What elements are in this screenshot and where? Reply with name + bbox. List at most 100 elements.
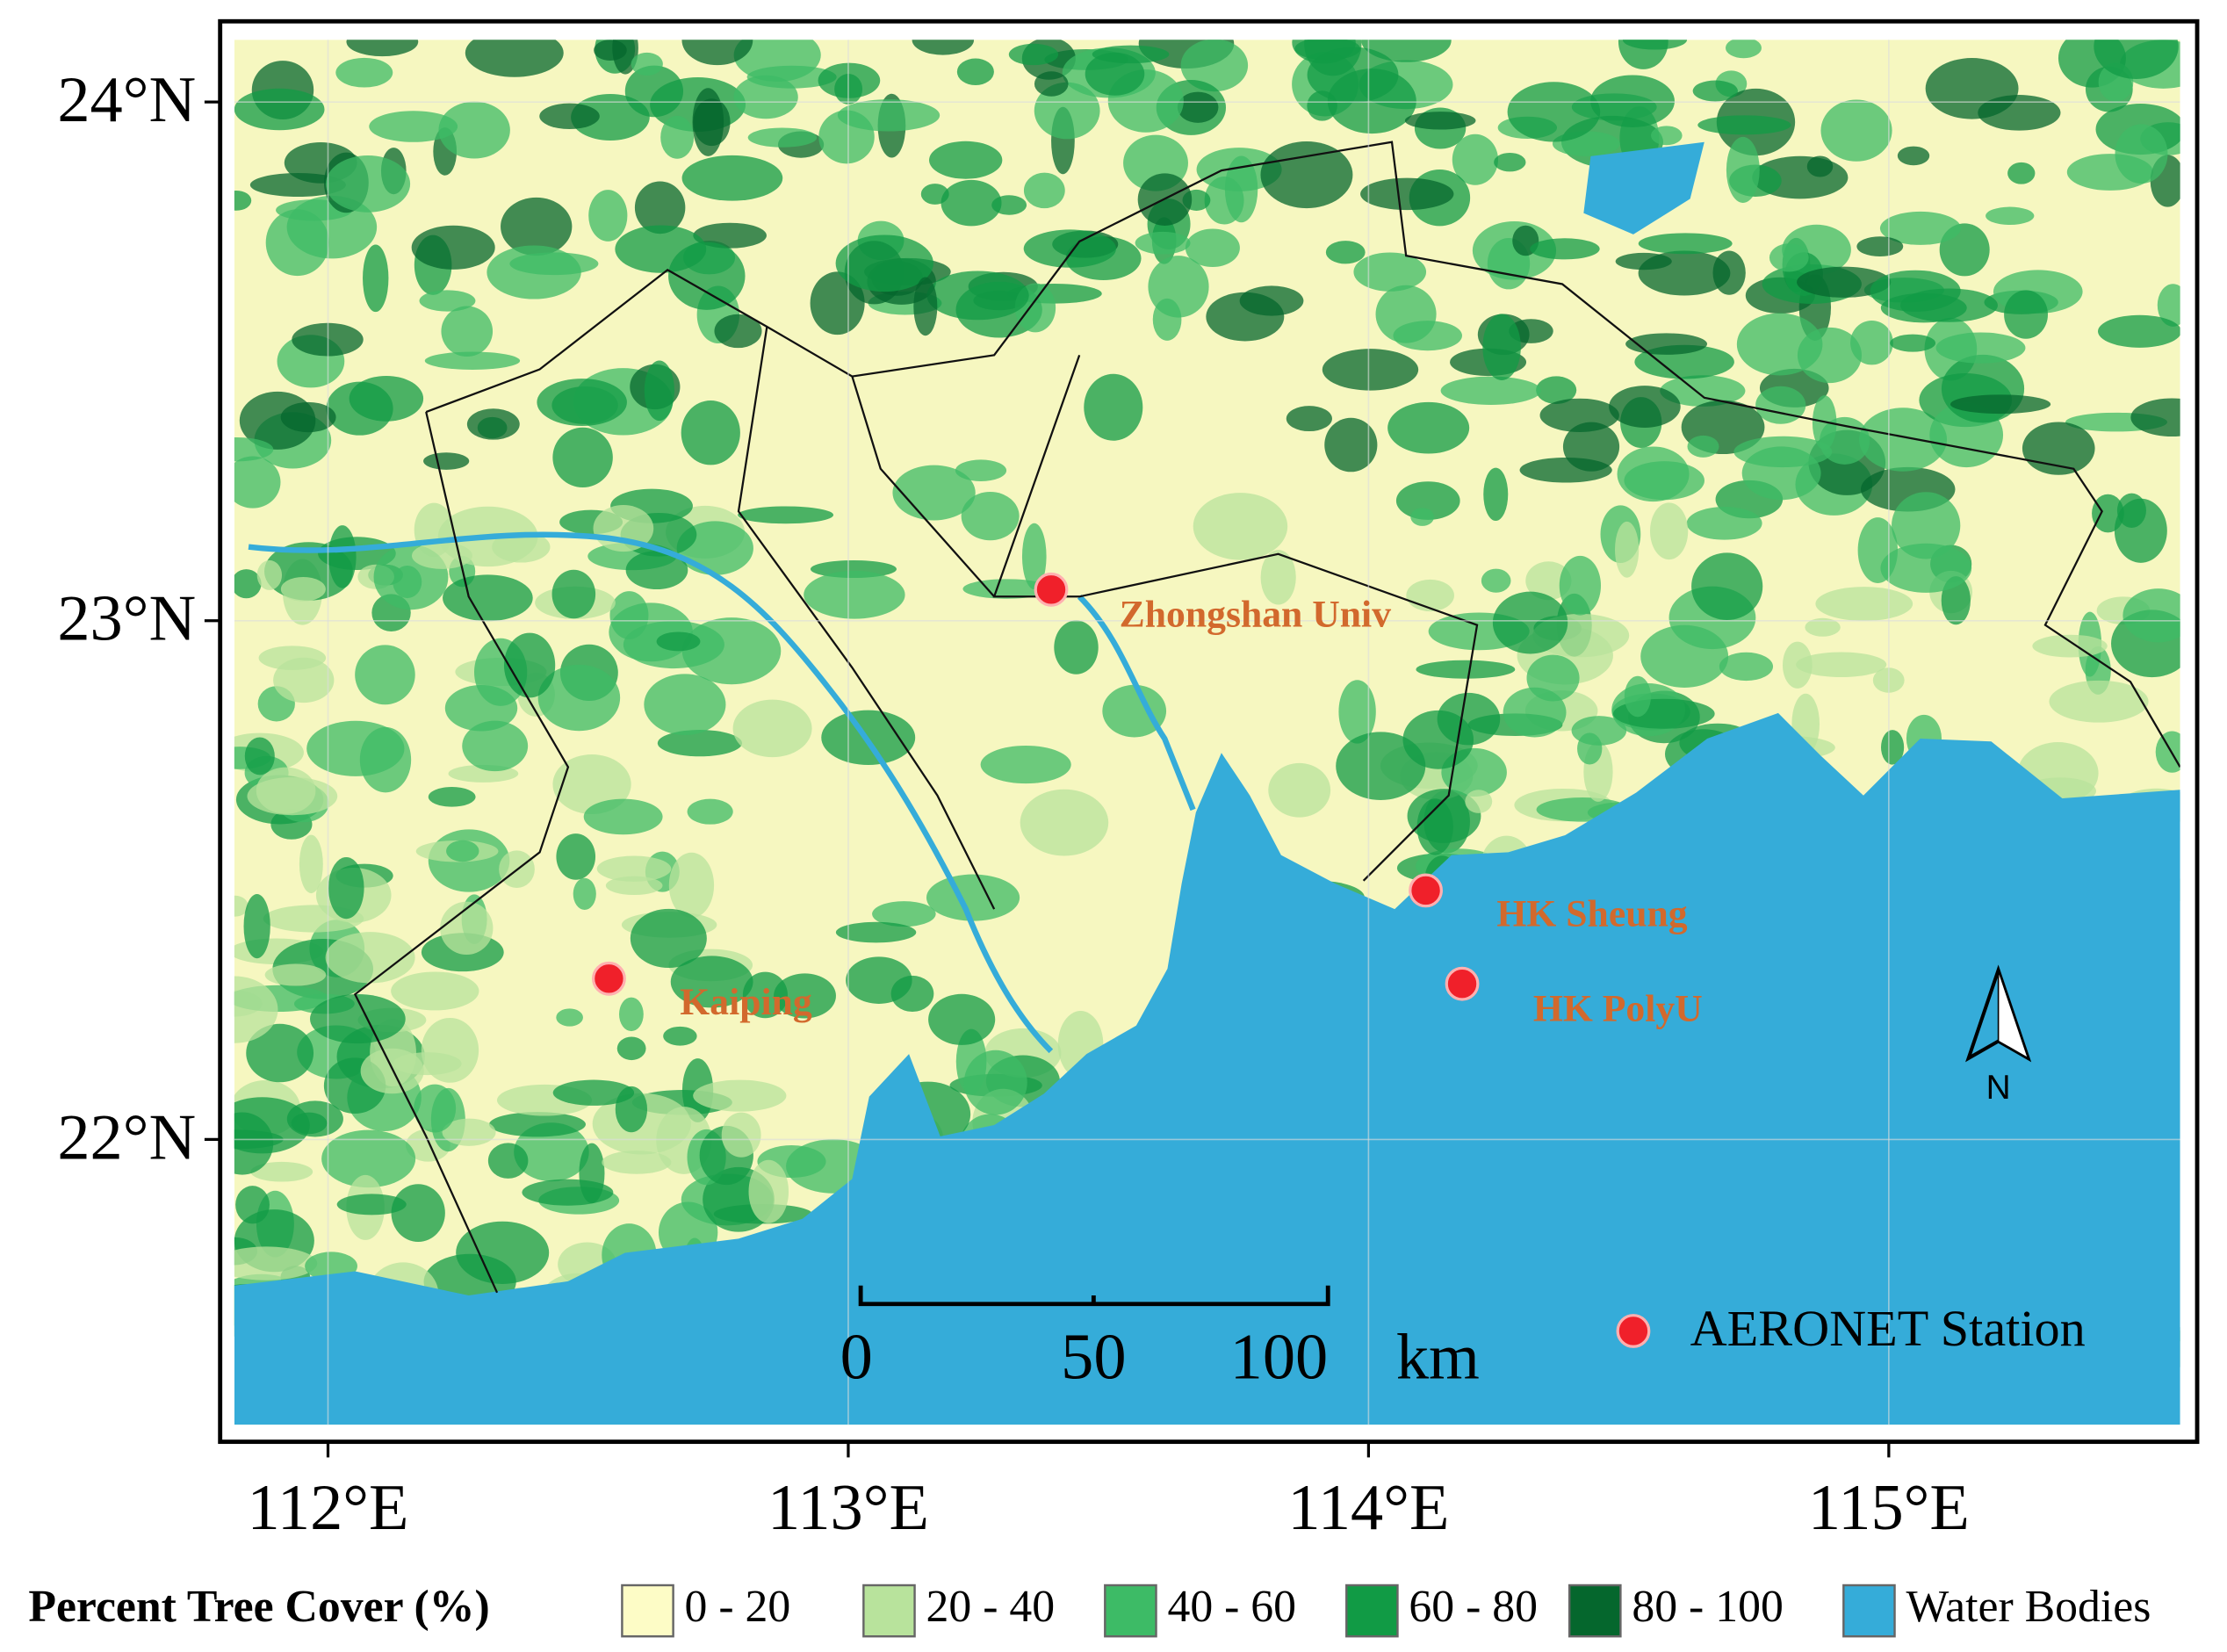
forest-patch <box>1571 716 1627 746</box>
legend-label: 40 - 60 <box>1167 1582 1296 1632</box>
forest-patch <box>1260 141 1353 209</box>
forest-patch <box>247 776 338 816</box>
north-arrow: N <box>1965 964 2032 1107</box>
forest-patch <box>1796 652 1887 677</box>
forest-patch <box>462 720 529 772</box>
forest-patch <box>264 963 327 986</box>
forest-patch <box>256 559 283 590</box>
forest-patch <box>246 1023 314 1083</box>
forest-patch <box>1880 292 1967 323</box>
forest-patch <box>1624 675 1652 718</box>
legend-swatch <box>1345 1583 1399 1638</box>
forest-patch <box>2092 494 2124 533</box>
forest-patch <box>1625 333 1708 355</box>
forest-patch <box>1692 80 1738 102</box>
forest-patch <box>644 360 674 422</box>
forest-patch <box>583 798 663 835</box>
forest-patch <box>2130 398 2180 436</box>
forest-patch <box>504 632 556 698</box>
forest-patch <box>234 1112 274 1175</box>
forest-patch <box>1797 266 1892 298</box>
scale-label: 0 <box>840 1322 873 1394</box>
north-label: N <box>1986 1069 2011 1107</box>
forest-patch <box>1307 47 1399 103</box>
forest-patch <box>1892 492 1961 559</box>
forest-patch <box>1536 376 1577 404</box>
forest-patch <box>321 1129 416 1188</box>
forest-patch <box>890 975 934 1013</box>
river <box>1077 595 1196 812</box>
forest-patch <box>668 852 715 919</box>
forest-patch <box>1135 231 1191 255</box>
x-tick-label: 113°E <box>768 1472 929 1544</box>
forest-patch <box>243 893 270 959</box>
forest-patch <box>693 1079 787 1112</box>
forest-patch <box>605 876 663 896</box>
reservoir <box>1583 141 1704 234</box>
forest-patch <box>360 1048 424 1094</box>
forest-patch <box>1092 45 1170 64</box>
forest-patch <box>1609 386 1681 428</box>
legend-swatch <box>1104 1583 1157 1638</box>
forest-patch <box>837 99 941 132</box>
forest-patch <box>1336 732 1426 800</box>
legend-label: 0 - 20 <box>685 1582 791 1632</box>
forest-patch <box>668 242 746 310</box>
forest-patch <box>1978 95 2061 131</box>
legend-label: 80 - 100 <box>1632 1582 1783 1632</box>
forest-patch <box>1325 241 1366 264</box>
forest-patch <box>1260 550 1296 605</box>
y-tick-label: 23°N <box>57 583 196 655</box>
forest-patch <box>391 1184 445 1242</box>
forest-patch <box>961 492 1020 541</box>
forest-patch <box>625 551 688 590</box>
forest-patch <box>446 840 479 862</box>
forest-patch <box>325 932 415 984</box>
forest-patch <box>244 737 275 776</box>
forest-patch <box>2022 422 2095 475</box>
forest-patch <box>501 197 573 256</box>
forest-patch <box>714 314 762 349</box>
forest-patch <box>615 1086 648 1133</box>
forest-patch <box>1640 624 1729 688</box>
forest-patch <box>1416 660 1516 679</box>
legend-label: 60 - 80 <box>1409 1582 1538 1632</box>
forest-patch <box>1034 82 1100 140</box>
forest-patch <box>1881 730 1905 765</box>
forest-patch <box>1177 91 1219 123</box>
forest-patch <box>552 1079 635 1106</box>
station-legend-label: AERONET Station <box>1690 1300 2086 1357</box>
forest-patch <box>1196 148 1282 191</box>
legend-swatch <box>1842 1583 1896 1638</box>
forest-patch <box>594 40 627 61</box>
forest-patch <box>732 699 812 758</box>
forest-patch <box>1338 680 1376 744</box>
forest-patch <box>1148 256 1209 318</box>
forest-patch <box>444 685 518 732</box>
forest-patch <box>273 657 335 703</box>
forest-patch <box>414 1084 457 1133</box>
x-tick-label: 114°E <box>1287 1472 1449 1544</box>
forest-patch <box>556 833 596 880</box>
forest-patch <box>428 787 476 807</box>
forest-patch <box>234 1246 318 1280</box>
forest-patch <box>681 617 782 685</box>
forest-patch <box>514 1122 589 1182</box>
scale-label: 100 <box>1230 1322 1329 1394</box>
forest-patch <box>1726 136 1760 203</box>
forest-patch <box>486 245 581 299</box>
forest-patch <box>2157 284 2180 327</box>
forest-patch <box>956 58 994 85</box>
y-tick-label: 22°N <box>57 1101 196 1173</box>
forest-patch <box>1020 789 1109 856</box>
forest-patch <box>1686 507 1762 540</box>
forest-patch <box>2049 680 2149 723</box>
forest-patch <box>336 1194 407 1216</box>
forest-patch <box>335 57 393 88</box>
forest-patch <box>234 976 278 1043</box>
forest-patch <box>355 645 415 705</box>
forest-patch <box>234 569 262 599</box>
forest-patch <box>1986 206 2035 226</box>
forest-patch <box>913 277 938 336</box>
forest-patch <box>443 574 533 622</box>
